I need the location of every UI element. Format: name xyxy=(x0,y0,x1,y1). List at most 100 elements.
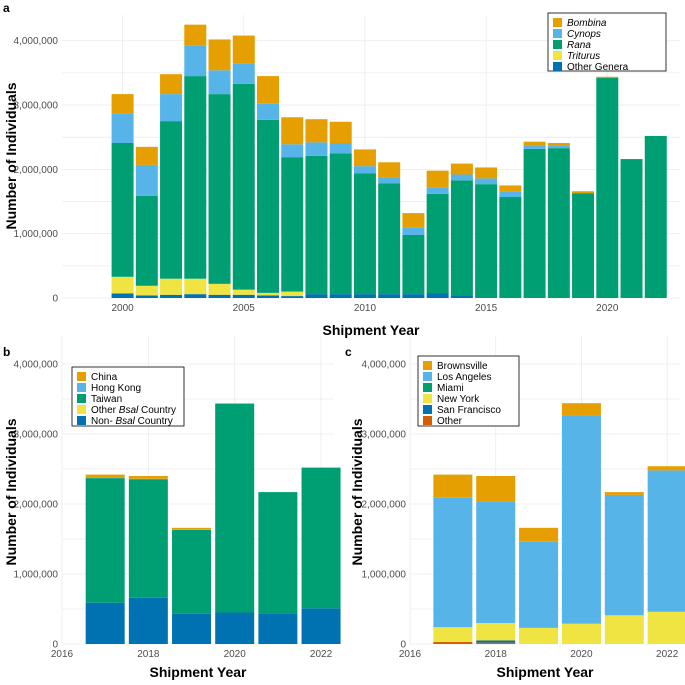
bar-los-angeles-2022 xyxy=(647,470,685,612)
legend-key-san-francisco xyxy=(423,405,432,414)
bar-other-genera-2004 xyxy=(208,294,231,298)
bar-cynops-2016 xyxy=(499,191,522,198)
bar-bombina-2010 xyxy=(353,149,376,167)
x-tick-label: 2005 xyxy=(233,303,256,314)
legend-box xyxy=(547,12,667,72)
legend-label-other-genera: Other Genera xyxy=(567,62,629,73)
bar-bombina-2015 xyxy=(475,167,498,179)
bar-bombina-2007 xyxy=(281,117,304,145)
bar-triturus-2000 xyxy=(111,276,134,294)
bar-rana-2002 xyxy=(160,121,183,279)
bar-triturus-2007 xyxy=(281,291,304,297)
bar-bombina-2002 xyxy=(160,74,183,95)
bar-rana-2018 xyxy=(547,148,570,298)
bar-bombina-2011 xyxy=(378,162,401,178)
panel-b: 0 1,000,000 2,000,000 3,000,000 4,000,000 201… xyxy=(3,336,341,680)
bar-non-bsal-country-2021 xyxy=(258,613,298,644)
legend-label-miami: Miami xyxy=(437,383,464,394)
bar-rana-2019 xyxy=(572,193,595,298)
bar-other-genera-2000 xyxy=(111,293,134,298)
x-axis-title: Shipment Year xyxy=(322,322,420,338)
bar-other-genera-2013 xyxy=(426,293,449,298)
bar-rana-2007 xyxy=(281,157,304,292)
x-tick-label: 2000 xyxy=(111,303,134,314)
y-tick-label: 3,000,000 xyxy=(14,430,59,441)
bar-cynops-2009 xyxy=(329,142,352,154)
bar-triturus-2006 xyxy=(257,292,279,296)
bar-cynops-2002 xyxy=(160,94,183,122)
bar-rana-2003 xyxy=(184,76,207,279)
bar-other-genera-2012 xyxy=(402,294,425,298)
bar-hong-kong-2017 xyxy=(85,477,125,479)
y-tick-label: 1,000,000 xyxy=(14,570,59,581)
bar-triturus-2005 xyxy=(232,289,255,295)
bar-cynops-2014 xyxy=(450,174,473,181)
bar-cynops-2013 xyxy=(426,187,449,194)
legend-label-cynops: Cynops xyxy=(567,29,601,40)
panel-a: 0 1,000,000 2,000,000 3,000,000 4,000,000 200… xyxy=(3,1,680,338)
bar-los-angeles-2018 xyxy=(476,501,516,623)
bar-los-angeles-2017 xyxy=(433,497,473,628)
bar-rana-2010 xyxy=(353,173,376,295)
bar-rana-2008 xyxy=(305,155,328,295)
bar-cynops-2005 xyxy=(232,63,255,84)
bar-cynops-2000 xyxy=(111,113,134,143)
bar-cynops-2015 xyxy=(475,178,498,185)
x-axis-title: Shipment Year xyxy=(149,664,247,680)
y-tick-label: 2,000,000 xyxy=(14,165,59,176)
legend-label-bombina: Bombina xyxy=(567,18,607,29)
x-tick-label: 2020 xyxy=(596,303,619,314)
legend-label-new-york: New York xyxy=(437,394,480,405)
bar-cynops-2001 xyxy=(135,164,158,196)
legend-label-non-bsal-country: Non- Bsal Country xyxy=(91,416,173,427)
legend-key-other-genera xyxy=(553,62,562,71)
bar-bombina-2001 xyxy=(135,146,158,165)
bar-bombina-2000 xyxy=(111,94,134,114)
bar-cynops-2003 xyxy=(184,45,207,77)
legend-key-other-bsal-country xyxy=(77,405,86,414)
y-tick-label: 1,000,000 xyxy=(362,570,407,581)
bar-triturus-2001 xyxy=(135,285,158,296)
bar-los-angeles-2020 xyxy=(561,415,601,624)
legend-key-taiwan xyxy=(77,394,86,403)
bar-taiwan-2020 xyxy=(215,403,255,613)
bar-rana-2009 xyxy=(329,153,352,295)
legend-label-brownsville: Brownsville xyxy=(437,361,488,372)
y-tick-label: 4,000,000 xyxy=(14,360,59,371)
legend-label-hong-kong: Hong Kong xyxy=(91,383,141,394)
y-tick-label: 1,000,000 xyxy=(14,229,59,240)
legend-key-other xyxy=(423,416,432,425)
bar-taiwan-2018 xyxy=(128,479,168,598)
bar-rana-2011 xyxy=(378,183,401,295)
bar-bombina-2006 xyxy=(257,76,279,104)
bar-other-2017 xyxy=(433,641,473,644)
bar-bombina-2012 xyxy=(402,213,425,228)
legend-label-other: Other xyxy=(437,416,463,427)
x-tick-label: 2018 xyxy=(485,649,508,660)
bar-other-genera-2005 xyxy=(232,294,255,298)
legend-label-taiwan: Taiwan xyxy=(91,394,122,405)
bar-hong-kong-2019 xyxy=(172,529,212,530)
x-axis-title: Shipment Year xyxy=(496,664,594,680)
bar-other-genera-2014 xyxy=(450,295,473,298)
legend-key-triturus xyxy=(553,51,562,60)
x-tick-label: 2020 xyxy=(224,649,247,660)
bar-triturus-2002 xyxy=(160,278,183,295)
bar-bombina-2014 xyxy=(450,163,473,175)
bars xyxy=(85,403,341,644)
bar-new-york-2019 xyxy=(519,627,559,644)
y-tick-label: 2,000,000 xyxy=(14,500,59,511)
bar-other-genera-2009 xyxy=(329,294,352,298)
bar-bombina-2013 xyxy=(426,170,449,188)
legend-label-other-bsal-country: Other Bsal Country xyxy=(91,405,176,416)
bar-hong-kong-2018 xyxy=(128,478,168,480)
bar-rana-2014 xyxy=(450,180,473,296)
bar-brownsville-2021 xyxy=(604,492,644,495)
bar-bombina-2003 xyxy=(184,24,207,46)
bar-china-2018 xyxy=(128,476,168,479)
panel-c: 0 1,000,000 2,000,000 3,000,000 4,000,000 201… xyxy=(345,336,685,680)
bar-china-2019 xyxy=(172,527,212,530)
x-tick-label: 2020 xyxy=(570,649,593,660)
